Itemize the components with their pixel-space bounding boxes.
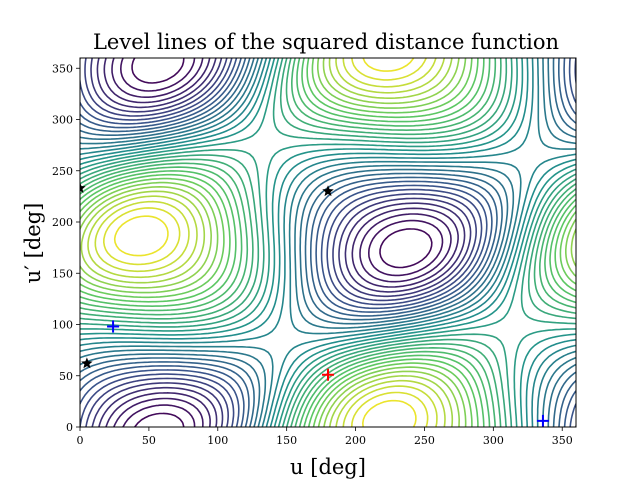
plus-marker	[322, 368, 334, 381]
contour-level	[80, 58, 576, 427]
y-tick-label: 350	[52, 62, 73, 75]
contour-level	[84, 58, 477, 427]
y-axis-ticks: 0 50 100 150 200 250 300 350	[52, 62, 80, 434]
contour-level	[80, 58, 576, 427]
contour-level	[94, 58, 438, 427]
contour-level	[80, 58, 576, 427]
plus-marker	[536, 414, 549, 427]
x-tick-label: 250	[414, 434, 435, 447]
contour-level	[80, 58, 576, 427]
contour-level	[80, 58, 576, 427]
contour-level	[90, 58, 472, 427]
contour-level	[103, 58, 459, 427]
contour-level	[80, 58, 576, 427]
contour-level	[80, 58, 576, 427]
contour-level	[80, 58, 576, 427]
y-axis-label: u′ [deg]	[21, 203, 45, 284]
x-tick-label: 100	[207, 434, 228, 447]
x-tick-label: 300	[483, 434, 504, 447]
x-tick-label: 150	[276, 434, 297, 447]
contour-level	[80, 58, 576, 427]
y-tick-label: 300	[52, 114, 73, 127]
star-marker	[80, 182, 86, 193]
contour-level	[103, 58, 429, 427]
plot-frame	[79, 57, 577, 428]
star-marker	[322, 185, 334, 197]
plus-marker	[107, 320, 120, 333]
x-tick-label: 200	[345, 434, 366, 447]
contour-level	[113, 58, 417, 427]
contour-level	[111, 58, 452, 427]
star-marker	[81, 357, 93, 369]
contour-level	[80, 58, 576, 427]
contour-level	[80, 58, 576, 427]
x-axis-label: u [deg]	[290, 455, 366, 479]
contour-level	[80, 58, 576, 427]
contour-lines	[80, 58, 576, 427]
contour-level	[80, 58, 576, 427]
contour-level	[80, 58, 576, 427]
contour-level	[80, 58, 576, 427]
x-tick-label: 350	[552, 434, 573, 447]
y-tick-label: 0	[66, 421, 73, 434]
y-tick-label: 250	[52, 165, 73, 178]
y-tick-label: 50	[59, 370, 73, 383]
contour-level	[120, 58, 444, 427]
contour-level	[80, 58, 576, 427]
x-axis-ticks: 0 50 100 150 200 250 300 350	[77, 427, 573, 447]
x-tick-label: 0	[77, 434, 84, 447]
y-tick-label: 150	[52, 267, 73, 280]
contour-level	[131, 58, 433, 427]
contour-level	[80, 58, 576, 427]
critical-point-markers	[80, 182, 549, 427]
x-tick-label: 50	[142, 434, 156, 447]
contour-level	[80, 58, 576, 427]
contour-level	[96, 58, 466, 427]
contour-level	[80, 58, 576, 427]
chart-title: Level lines of the squared distance func…	[93, 30, 559, 54]
contour-level	[80, 58, 576, 427]
contour-level	[80, 58, 454, 427]
y-tick-label: 200	[52, 216, 73, 229]
contour-level	[80, 58, 576, 427]
contour-level	[87, 58, 446, 427]
y-tick-label: 100	[52, 319, 73, 332]
